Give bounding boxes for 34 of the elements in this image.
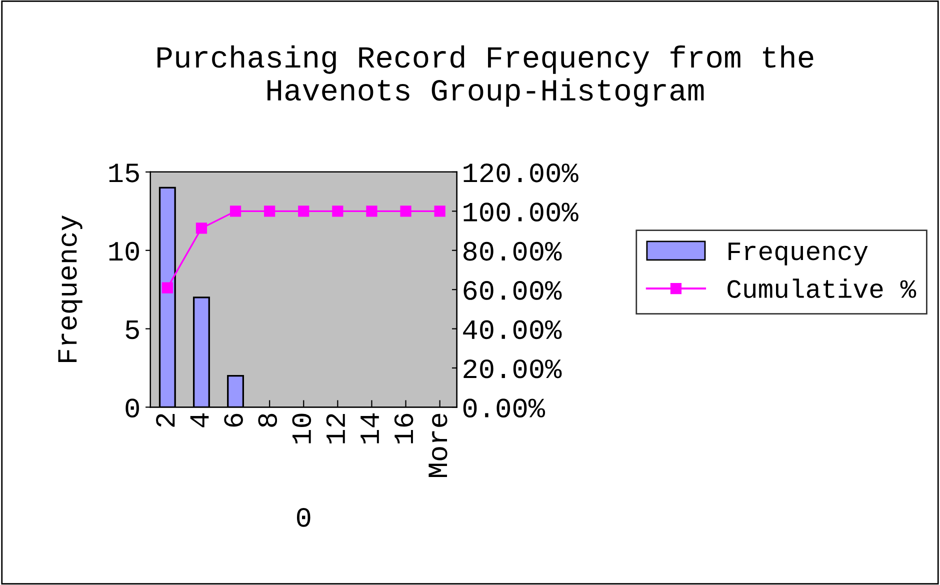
point: [196, 222, 208, 234]
y-tick-label: 5: [126, 320, 139, 340]
x-tick-label: 10: [292, 414, 312, 444]
y2-tick-label: 60.00%: [464, 281, 562, 300]
point: [400, 206, 412, 217]
chart-title: Purchasing Record Frequency from the Havenots Group-Histogram: [158, 45, 814, 107]
y-tick-label: 0: [126, 398, 139, 418]
y-axis-title: Frequency: [58, 215, 82, 362]
y2-tick-label: 20.00%: [464, 359, 562, 378]
y2-tick-label: 40.00%: [463, 320, 562, 340]
point: [298, 206, 310, 217]
point: [162, 282, 173, 294]
x-tick-label: 16: [394, 414, 414, 444]
point: [366, 206, 378, 217]
point: [332, 206, 344, 217]
x-tick-label: 12: [326, 414, 345, 444]
y2-tick-label: 0.00%: [463, 398, 546, 418]
point: [230, 206, 242, 217]
x-tick-label: 2: [156, 414, 175, 427]
legend-label: Frequency: [728, 242, 868, 266]
y2-tick-label: 120.00%: [464, 163, 578, 182]
x-tick-label: 4: [190, 413, 209, 428]
y-tick-label: 15: [109, 164, 139, 182]
x-tick-label: 6: [224, 414, 243, 427]
y-tick-label: 10: [109, 242, 139, 261]
y2-tick-label: 80.00%: [464, 242, 562, 261]
y2-tick-label: 100.00%: [464, 202, 578, 222]
x-tick-label: 8: [258, 414, 278, 427]
point: [434, 206, 446, 217]
legend-label: Cumulative %: [728, 278, 916, 298]
x-tick-label: 14: [360, 413, 379, 444]
x-axis-title: 0: [296, 508, 310, 527]
x-tick-label: More: [428, 414, 448, 477]
point: [264, 206, 276, 217]
